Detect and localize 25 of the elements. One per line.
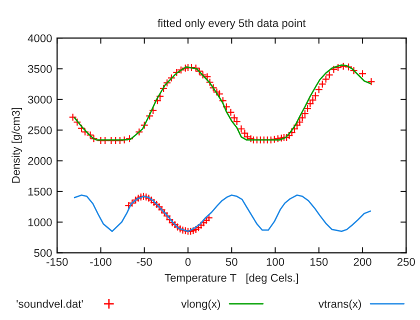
legend-label: vlong(x) [181,300,220,310]
x-tick-label: 150 [310,258,328,266]
y-tick-label: 3000 [28,96,52,104]
line-series [74,64,372,141]
x-tick-label: 100 [266,258,284,266]
x-tick-label: -50 [136,258,152,266]
y-tick-label: 4000 [28,34,52,42]
x-tick-label: 50 [226,258,238,266]
y-axis-title: Density [g/cm3] [12,108,22,183]
x-tick-label: -100 [90,258,112,266]
y-tick-label: 3500 [28,65,52,73]
x-tick-label: -150 [46,258,68,266]
x-tick-label: 200 [354,258,372,266]
y-tick-label: 2000 [28,157,52,165]
line-series [74,194,372,232]
x-tick-label: 0 [185,258,191,266]
y-tick-label: 2500 [28,126,52,134]
y-tick-label: 500 [34,249,52,257]
y-tick-label: 1000 [28,218,52,226]
x-tick-label: 250 [397,258,415,266]
x-axis-title: Temperature T [deg Cels.] [164,274,298,284]
y-tick-label: 1500 [28,188,52,196]
chart-title: fitted only every 5th data point [158,18,306,30]
legend-label: 'soundvel.dat' [16,300,83,308]
legend-label: vtrans(x) [318,300,361,310]
